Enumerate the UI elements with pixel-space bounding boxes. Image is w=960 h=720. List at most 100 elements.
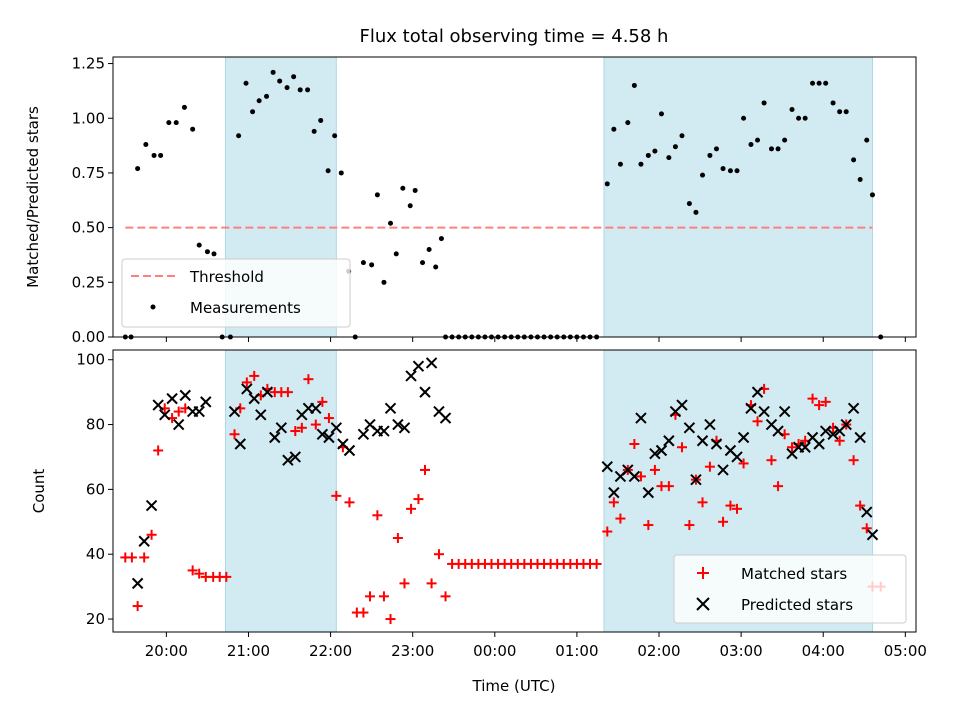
measurement-point (843, 109, 849, 115)
measurement-point (638, 161, 644, 167)
measurement-point (381, 279, 387, 285)
measurement-point (211, 251, 217, 257)
matched-star-point (406, 503, 417, 514)
measurement-point (190, 126, 196, 132)
predicted-star-point (289, 451, 301, 463)
predicted-star-point (696, 435, 709, 447)
measurement-point (143, 142, 149, 147)
measurement-point (250, 109, 256, 115)
measurement-point (755, 137, 761, 143)
predicted-star-point (799, 441, 811, 453)
measurement-point (789, 107, 795, 112)
matched-star-point (426, 578, 437, 589)
predicted-star-point (772, 425, 784, 437)
predicted-star-point (642, 486, 655, 499)
bottom-panel: 20 40 60 80 100 20:00 21:00 22:00 23:00 00:00 01:… (30, 349, 927, 695)
matched-star-point (420, 464, 431, 475)
measurement-point (617, 161, 623, 167)
predicted-star-point (282, 454, 294, 466)
measurement-point (305, 87, 311, 93)
predicted-star-point (745, 402, 757, 415)
predicted-stars-points (131, 357, 879, 590)
bottom-axes-frame (112, 349, 917, 633)
measurement-point (338, 170, 344, 176)
predicted-star-point (628, 470, 641, 483)
top-y-tick-label: 0.50 (72, 219, 105, 237)
top-y-tick-label: 1.25 (72, 55, 105, 73)
measurement-point (433, 264, 439, 270)
bottom-y-tick-label: 40 (86, 545, 105, 563)
matched-star-point (643, 520, 654, 531)
measurement-point (761, 100, 767, 106)
measurement-point (173, 120, 179, 126)
predicted-star-point (310, 402, 322, 415)
matched-star-point (602, 526, 613, 537)
matched-star-point (752, 416, 763, 427)
matched-star-point (787, 442, 798, 453)
matched-star-point (615, 513, 626, 524)
predicted-legend-swatch (696, 597, 710, 611)
predicted-star-point (241, 383, 253, 395)
measurement-point (297, 87, 303, 93)
measurement-point (332, 133, 338, 139)
matched-star-point (221, 571, 232, 582)
measurement-point (374, 192, 380, 198)
predicted-star-point (412, 360, 425, 372)
top-y-ticks: 0.00 0.25 0.50 0.75 1.00 1.25 (72, 55, 113, 346)
x-tick-label: 20:00 (145, 642, 188, 660)
matched-star-point (372, 510, 383, 521)
x-tick-label: 01:00 (555, 642, 598, 660)
predicted-star-point (193, 405, 205, 418)
matched-star-point (331, 490, 342, 501)
top-observing-bands (224, 56, 873, 338)
predicted-star-point (861, 506, 873, 518)
matched-star-point (146, 529, 157, 540)
predicted-star-point (731, 451, 743, 463)
predicted-star-point (737, 431, 750, 444)
measurements-legend-label: Measurements (190, 299, 301, 317)
matched-star-point (861, 523, 872, 534)
matched-star-point (132, 601, 143, 612)
predicted-star-point (819, 425, 832, 437)
measurement-point (625, 120, 631, 126)
matched-star-point (126, 552, 137, 563)
measurement-point (830, 100, 836, 106)
predicted-star-point (357, 428, 370, 440)
predicted-star-point (758, 405, 770, 418)
bottom-y-tick-label: 100 (76, 351, 105, 369)
predicted-star-point (847, 402, 860, 415)
predicted-star-point (323, 431, 335, 444)
predicted-star-point (704, 418, 716, 431)
measurement-point (407, 203, 413, 209)
top-axes-frame (112, 56, 917, 338)
top-panel: 0.00 0.25 0.50 0.75 1.00 1.25 Matched/Predict… (24, 55, 917, 346)
predicted-star-point (200, 396, 212, 408)
top-y-tick-label: 0.75 (72, 164, 105, 182)
predicted-star-point (131, 577, 144, 590)
measurement-point (360, 260, 366, 266)
x-tick-label: 03:00 (719, 642, 762, 660)
matched-star-point (725, 500, 736, 511)
measurement-point (734, 168, 740, 174)
measurement-point (748, 142, 754, 147)
top-y-tick-label: 1.00 (72, 109, 105, 127)
predicted-star-point (439, 412, 452, 424)
measurement-point (196, 242, 202, 248)
measurement-point (869, 192, 875, 198)
measurement-point (782, 137, 788, 143)
predicted-star-point (166, 392, 178, 405)
measurement-point (412, 187, 418, 193)
measurement-point (166, 120, 172, 126)
matched-star-point (241, 377, 252, 388)
bottom-x-ticks: 20:00 21:00 22:00 23:00 00:00 01:00 02:00 03:00… (145, 632, 927, 660)
measurement-point (393, 251, 399, 257)
matched-star-point (303, 374, 314, 385)
predicted-star-point (601, 460, 613, 473)
predicted-star-point (663, 435, 675, 447)
predicted-star-point (378, 425, 390, 437)
measurement-point (741, 115, 747, 121)
measurement-point (720, 166, 726, 172)
bottom-y-tick-label: 80 (86, 416, 105, 434)
measurement-point (264, 93, 270, 99)
measurement-point (135, 166, 141, 172)
